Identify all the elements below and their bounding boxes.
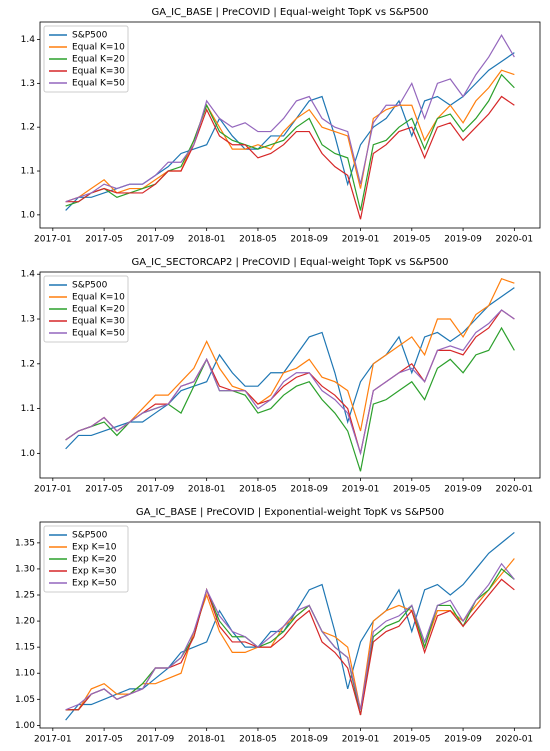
x-tick-label: 2018-01 xyxy=(188,485,226,495)
legend-box xyxy=(43,25,129,93)
legend-box xyxy=(43,275,129,343)
x-tick-label: 2018-01 xyxy=(188,235,226,245)
x-tick-label: 2017-09 xyxy=(137,235,175,245)
x-tick-label: 2020-01 xyxy=(496,735,534,745)
legend-label: Equal K=20 xyxy=(72,55,125,65)
legend-label: Equal K=10 xyxy=(72,293,125,303)
y-tick-label: 1.3 xyxy=(21,315,35,325)
legend-label: Equal K=50 xyxy=(72,329,125,339)
legend-label: Equal K=20 xyxy=(72,305,125,315)
y-tick-label: 1.3 xyxy=(21,79,35,89)
series-line xyxy=(65,287,515,450)
y-tick-label: 1.30 xyxy=(15,564,35,574)
x-tick-label: 2018-05 xyxy=(239,235,277,245)
plot-frame xyxy=(39,271,541,479)
legend-label: Equal K=30 xyxy=(72,317,125,327)
y-tick-label: 1.2 xyxy=(21,359,35,369)
y-tick-label: 1.25 xyxy=(15,591,35,601)
plot-frame xyxy=(39,521,541,729)
y-tick-label: 1.05 xyxy=(15,695,35,705)
x-tick-label: 2017-01 xyxy=(34,485,72,495)
y-tick-label: 1.4 xyxy=(21,35,36,45)
y-tick-label: 1.15 xyxy=(15,643,35,653)
series-line xyxy=(65,52,515,211)
series-line xyxy=(65,568,515,716)
legend-box xyxy=(43,525,129,593)
y-tick-label: 1.2 xyxy=(21,123,35,133)
x-tick-label: 2017-05 xyxy=(85,735,123,745)
y-tick-label: 1.00 xyxy=(15,721,35,731)
series-line xyxy=(65,309,515,456)
y-tick-label: 1.10 xyxy=(15,669,35,679)
y-tick-label: 1.0 xyxy=(21,210,36,220)
series-line xyxy=(65,277,515,441)
legend-label: Equal K=30 xyxy=(72,67,125,77)
x-tick-label: 2019-09 xyxy=(444,235,482,245)
chart-title: GA_IC_SECTORCAP2 | PreCOVID | Equal-weig… xyxy=(132,257,449,268)
series-line xyxy=(65,558,515,711)
legend-label: Exp K=50 xyxy=(72,579,117,589)
series-line xyxy=(65,562,515,711)
y-tick-label: 1.1 xyxy=(21,167,35,177)
x-tick-label: 2018-09 xyxy=(290,735,328,745)
legend-label: S&P500 xyxy=(72,531,108,541)
series-line xyxy=(65,69,515,203)
legend-label: S&P500 xyxy=(72,281,108,291)
x-tick-label: 2018-09 xyxy=(290,485,328,495)
chart-title: GA_IC_BASE | PreCOVID | Equal-weight Top… xyxy=(151,7,428,18)
y-tick-label: 1.4 xyxy=(21,270,36,280)
x-tick-label: 2017-05 xyxy=(85,235,123,245)
x-tick-label: 2018-01 xyxy=(188,735,226,745)
y-tick-label: 1.20 xyxy=(15,617,35,627)
x-tick-label: 2017-09 xyxy=(137,735,175,745)
legend-label: Exp K=10 xyxy=(72,543,117,553)
x-tick-label: 2018-09 xyxy=(290,235,328,245)
x-tick-label: 2019-05 xyxy=(393,485,431,495)
x-tick-label: 2017-05 xyxy=(85,485,123,495)
x-tick-label: 2017-01 xyxy=(34,235,72,245)
x-tick-label: 2018-05 xyxy=(239,485,277,495)
legend-label: Exp K=30 xyxy=(72,567,117,577)
x-tick-label: 2017-09 xyxy=(137,485,175,495)
x-tick-label: 2019-09 xyxy=(444,485,482,495)
series-line xyxy=(65,309,515,454)
y-tick-label: 1.0 xyxy=(21,449,36,459)
plot-frame xyxy=(39,21,541,229)
x-tick-label: 2019-01 xyxy=(342,735,380,745)
chart-title: GA_IC_BASE | PreCOVID | Exponential-weig… xyxy=(136,507,444,518)
legend-label: Exp K=20 xyxy=(72,555,117,565)
y-tick-label: 1.1 xyxy=(21,404,35,414)
x-tick-label: 2020-01 xyxy=(496,485,534,495)
legend-label: Equal K=10 xyxy=(72,43,125,53)
x-tick-label: 2020-01 xyxy=(496,235,534,245)
legend-label: S&P500 xyxy=(72,31,108,41)
series-line xyxy=(65,578,515,716)
x-tick-label: 2019-01 xyxy=(342,485,380,495)
legend-label: Equal K=50 xyxy=(72,79,125,89)
x-tick-label: 2018-05 xyxy=(239,735,277,745)
x-tick-label: 2017-01 xyxy=(34,735,72,745)
x-tick-label: 2019-05 xyxy=(393,735,431,745)
x-tick-label: 2019-09 xyxy=(444,735,482,745)
x-tick-label: 2019-05 xyxy=(393,235,431,245)
y-tick-label: 1.35 xyxy=(15,538,35,548)
x-tick-label: 2019-01 xyxy=(342,235,380,245)
series-line xyxy=(65,33,515,203)
series-line xyxy=(65,326,515,472)
series-line xyxy=(65,95,515,220)
series-line xyxy=(65,73,515,211)
